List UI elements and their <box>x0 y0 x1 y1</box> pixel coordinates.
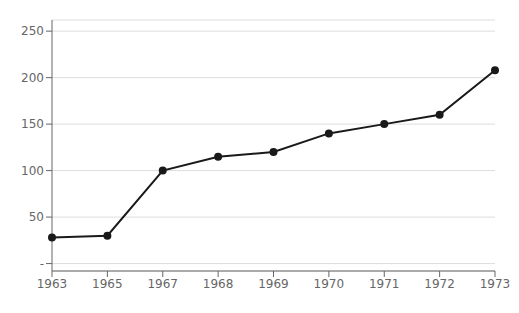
svg-text:200: 200 <box>21 71 44 85</box>
svg-text:100: 100 <box>21 164 44 178</box>
svg-text:1963: 1963 <box>37 277 68 291</box>
svg-text:50: 50 <box>29 210 44 224</box>
svg-text:1970: 1970 <box>314 277 345 291</box>
svg-text:250: 250 <box>21 24 44 38</box>
svg-text:150: 150 <box>21 117 44 131</box>
svg-text:1969: 1969 <box>258 277 289 291</box>
svg-text:1967: 1967 <box>147 277 178 291</box>
svg-text:1973: 1973 <box>480 277 511 291</box>
svg-text:1968: 1968 <box>203 277 234 291</box>
svg-text:1965: 1965 <box>92 277 123 291</box>
svg-text:1971: 1971 <box>369 277 400 291</box>
svg-text:1972: 1972 <box>424 277 455 291</box>
svg-text:-: - <box>40 257 44 271</box>
